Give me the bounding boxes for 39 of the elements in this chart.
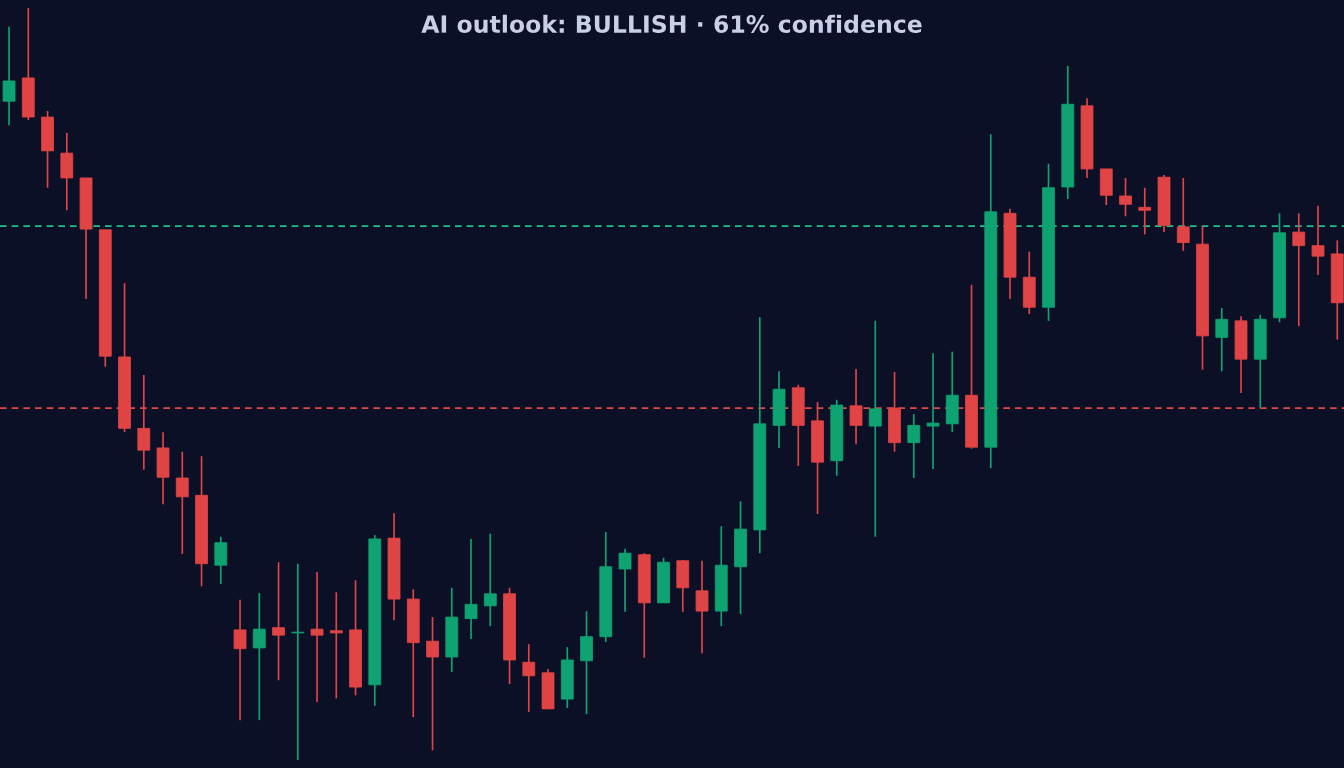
candlestick [233,598,247,721]
candlestick [580,610,593,715]
candlestick [772,370,786,449]
candlestick [1292,212,1306,327]
candlestick [1234,315,1248,394]
candlestick [349,579,362,697]
candlestick [1119,177,1132,218]
candlestick [734,500,747,615]
candlestick [618,547,632,613]
candlestick [1273,212,1286,324]
candlestick [79,177,93,300]
candlestick [195,455,208,588]
candlestick [965,283,978,450]
candlestick [387,512,401,621]
chart-title: AI outlook: BULLISH · 61% confidence [421,14,922,33]
candlestick [60,131,74,212]
candlestick [2,25,16,127]
candlestick [503,586,516,685]
candlestick [1099,168,1113,206]
candlestick [1003,207,1017,300]
candlestick [329,591,343,700]
candlestick [1157,174,1171,233]
candlestick [868,319,882,538]
candlestick [926,352,940,470]
candlestick [41,110,54,189]
candlestick [426,616,439,752]
candlestick [310,571,324,703]
candlestick [156,431,170,506]
candlestick [272,561,285,682]
candlestick [1042,162,1055,322]
candlestick [657,556,670,604]
candlestick [1196,225,1209,371]
candlestick [291,562,305,761]
candlestick [464,538,478,640]
candlestick [1311,204,1325,276]
candlestick [695,559,709,655]
candlestick [1080,97,1094,179]
candlestick [1138,186,1152,236]
candlestick [541,668,555,710]
